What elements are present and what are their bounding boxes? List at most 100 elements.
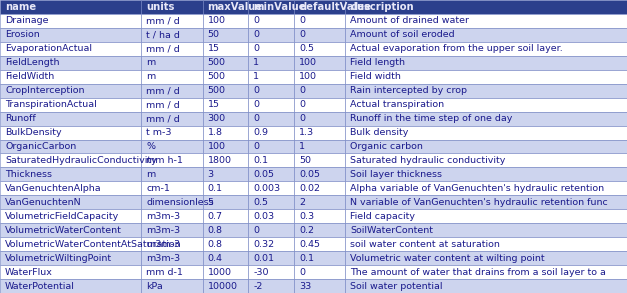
Text: Erosion: Erosion <box>5 30 40 39</box>
Bar <box>294 112 345 126</box>
Text: 3: 3 <box>208 170 214 179</box>
Text: VolumetricWaterContent: VolumetricWaterContent <box>5 226 122 235</box>
Text: maxValue: maxValue <box>208 2 263 12</box>
Bar <box>345 42 627 56</box>
Bar <box>248 14 294 28</box>
Text: 0.4: 0.4 <box>208 254 223 263</box>
Text: mm / d: mm / d <box>146 44 180 53</box>
Text: 0.8: 0.8 <box>208 240 223 249</box>
Bar <box>248 42 294 56</box>
Bar <box>248 167 294 181</box>
Bar <box>203 14 248 28</box>
Bar <box>345 56 627 70</box>
Text: minValue: minValue <box>253 2 306 12</box>
Bar <box>248 126 294 139</box>
Text: Soil layer thickness: Soil layer thickness <box>350 170 443 179</box>
Text: WaterFlux: WaterFlux <box>5 268 53 277</box>
Text: N variable of VanGenuchten's hydraulic retention func: N variable of VanGenuchten's hydraulic r… <box>350 198 608 207</box>
Bar <box>141 181 203 195</box>
Bar <box>141 70 203 84</box>
Bar <box>248 154 294 167</box>
Bar <box>203 195 248 209</box>
Text: Amount of drained water: Amount of drained water <box>350 16 470 25</box>
Bar <box>203 126 248 139</box>
Text: t m-3: t m-3 <box>146 128 172 137</box>
Bar <box>141 126 203 139</box>
Text: SoilWaterContent: SoilWaterContent <box>350 226 433 235</box>
Bar <box>248 98 294 112</box>
Text: mm h-1: mm h-1 <box>146 156 183 165</box>
Text: mm / d: mm / d <box>146 16 180 25</box>
Bar <box>203 28 248 42</box>
Bar <box>294 84 345 98</box>
Bar <box>141 139 203 154</box>
Bar <box>345 70 627 84</box>
Text: 15: 15 <box>208 100 219 109</box>
Text: VolumetricWiltingPoint: VolumetricWiltingPoint <box>5 254 112 263</box>
Bar <box>294 251 345 265</box>
Bar <box>248 0 294 14</box>
Bar <box>203 84 248 98</box>
Bar <box>248 70 294 84</box>
Bar <box>248 195 294 209</box>
Bar <box>294 237 345 251</box>
Bar <box>248 56 294 70</box>
Bar <box>0 209 141 223</box>
Bar <box>345 0 627 14</box>
Bar <box>0 223 141 237</box>
Bar <box>248 84 294 98</box>
Bar <box>345 98 627 112</box>
Text: units: units <box>146 2 174 12</box>
Bar <box>141 14 203 28</box>
Bar <box>294 42 345 56</box>
Bar <box>203 279 248 293</box>
Bar <box>345 181 627 195</box>
Text: 50: 50 <box>208 30 219 39</box>
Bar <box>294 139 345 154</box>
Text: Saturated hydraulic conductivity: Saturated hydraulic conductivity <box>350 156 506 165</box>
Text: 0: 0 <box>299 100 305 109</box>
Text: WaterPotential: WaterPotential <box>5 282 75 291</box>
Text: 1: 1 <box>253 58 260 67</box>
Text: 300: 300 <box>208 114 226 123</box>
Bar <box>294 70 345 84</box>
Text: Runoff in the time step of one day: Runoff in the time step of one day <box>350 114 513 123</box>
Bar <box>345 154 627 167</box>
Text: Field capacity: Field capacity <box>350 212 416 221</box>
Text: VanGenuchtenN: VanGenuchtenN <box>5 198 82 207</box>
Bar <box>294 181 345 195</box>
Bar <box>294 56 345 70</box>
Bar <box>141 84 203 98</box>
Bar <box>141 154 203 167</box>
Text: 33: 33 <box>299 282 312 291</box>
Text: Volumetric water content at wilting point: Volumetric water content at wilting poin… <box>350 254 545 263</box>
Text: 0.01: 0.01 <box>253 254 274 263</box>
Bar <box>141 223 203 237</box>
Text: 0: 0 <box>253 30 260 39</box>
Bar <box>0 237 141 251</box>
Text: 0: 0 <box>299 268 305 277</box>
Text: 2: 2 <box>299 198 305 207</box>
Bar <box>0 70 141 84</box>
Bar <box>345 167 627 181</box>
Text: Thickness: Thickness <box>5 170 52 179</box>
Text: Soil water potential: Soil water potential <box>350 282 443 291</box>
Text: 0.8: 0.8 <box>208 226 223 235</box>
Text: 0: 0 <box>253 226 260 235</box>
Bar <box>345 139 627 154</box>
Text: defaultValue: defaultValue <box>299 2 371 12</box>
Bar <box>203 112 248 126</box>
Text: 15: 15 <box>208 44 219 53</box>
Bar <box>294 209 345 223</box>
Bar <box>0 28 141 42</box>
Bar <box>248 28 294 42</box>
Text: mm d-1: mm d-1 <box>146 268 183 277</box>
Bar <box>294 98 345 112</box>
Bar <box>0 42 141 56</box>
Bar <box>141 251 203 265</box>
Text: FieldLength: FieldLength <box>5 58 60 67</box>
Bar <box>203 56 248 70</box>
Text: EvaporationActual: EvaporationActual <box>5 44 92 53</box>
Text: 0: 0 <box>299 114 305 123</box>
Bar <box>345 84 627 98</box>
